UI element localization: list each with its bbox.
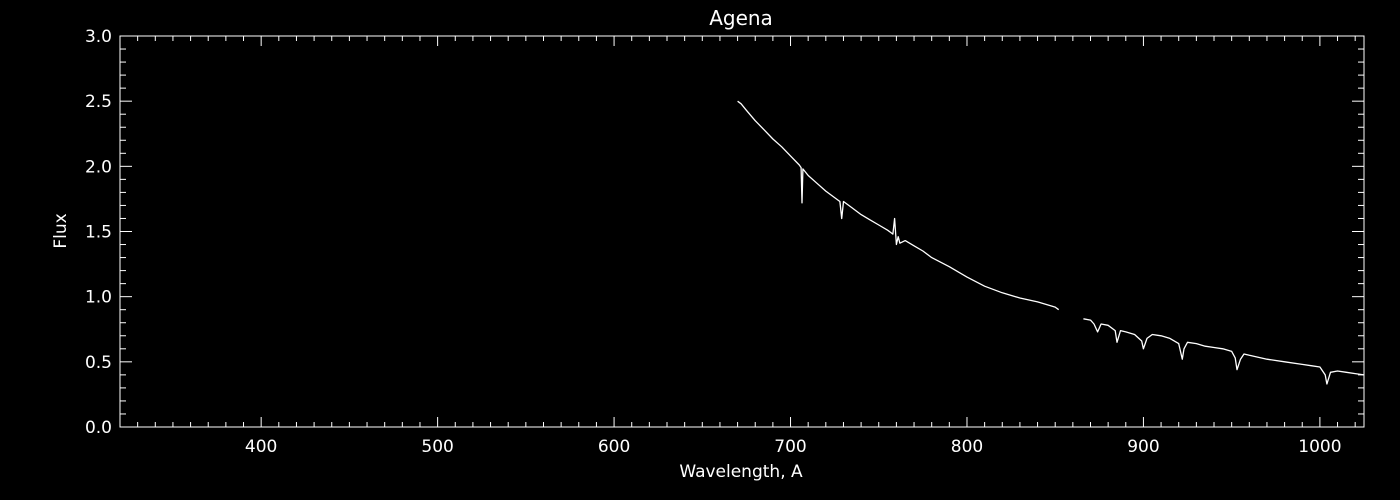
x-tick-labels: 400 500 600 700 800 900 1000 bbox=[245, 437, 1342, 457]
chart-title: Agena bbox=[709, 6, 773, 30]
axis-ticks bbox=[119, 35, 1364, 428]
x-tick-label: 700 bbox=[774, 437, 806, 457]
y-tick-label: 1.0 bbox=[85, 288, 112, 308]
plot-frame bbox=[119, 35, 1365, 428]
x-tick-label: 400 bbox=[245, 437, 277, 457]
x-tick-label: 800 bbox=[951, 437, 983, 457]
y-tick-label: 0.0 bbox=[85, 418, 112, 438]
y-tick-label: 3.0 bbox=[85, 27, 112, 47]
x-tick-label: 900 bbox=[1127, 437, 1159, 457]
spectrum-series bbox=[737, 100, 1365, 385]
spectrum-line-1 bbox=[737, 100, 1060, 311]
x-axis-label: Wavelength, A bbox=[679, 462, 803, 482]
y-tick-label: 2.0 bbox=[85, 157, 112, 177]
y-tick-label: 0.5 bbox=[85, 353, 112, 373]
spectrum-line-2 bbox=[1083, 318, 1365, 385]
y-tick-label: 2.5 bbox=[85, 92, 112, 112]
y-tick-label: 1.5 bbox=[85, 223, 112, 243]
y-axis-label: Flux bbox=[51, 213, 71, 248]
x-tick-label: 1000 bbox=[1298, 437, 1341, 457]
y-tick-labels: 0.0 0.5 1.0 1.5 2.0 2.5 3.0 bbox=[85, 27, 112, 438]
x-tick-label: 500 bbox=[421, 437, 453, 457]
x-tick-label: 600 bbox=[598, 437, 630, 457]
